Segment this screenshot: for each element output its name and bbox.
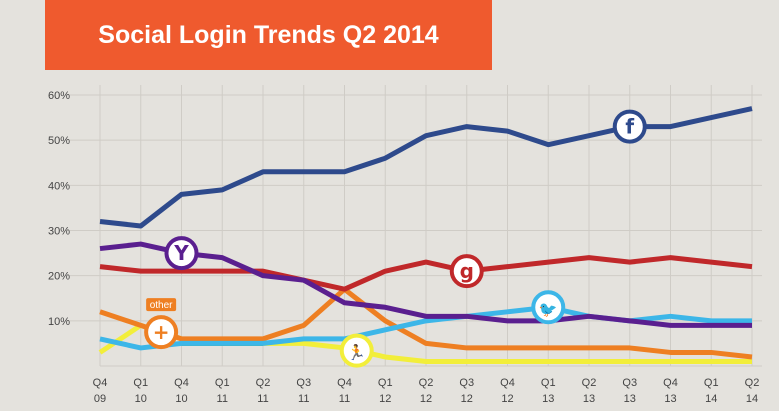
x-tick-label-year: 13 bbox=[664, 393, 676, 405]
x-tick-label-year: 12 bbox=[461, 393, 473, 405]
x-tick-label-quarter: Q2 bbox=[419, 377, 434, 389]
x-tick-label-year: 13 bbox=[624, 393, 636, 405]
series-line-other bbox=[99, 286, 753, 360]
aol-icon-glyph: 🏃 bbox=[347, 344, 366, 362]
x-tick-label-year: 14 bbox=[746, 393, 758, 405]
x-tick-label-quarter: Q1 bbox=[215, 377, 230, 389]
chart-title: Social Login Trends Q2 2014 bbox=[98, 20, 439, 49]
series-line-twitter bbox=[99, 304, 752, 351]
x-tick-label-year: 13 bbox=[583, 393, 595, 405]
x-tick-label-quarter: Q1 bbox=[133, 377, 148, 389]
y-tick-label: 10% bbox=[48, 316, 70, 328]
twitter-icon-glyph: 🐦 bbox=[539, 300, 558, 318]
x-tick-label-quarter: Q4 bbox=[500, 377, 515, 389]
x-tick-label-quarter: Q3 bbox=[296, 377, 311, 389]
y-tick-label: 20% bbox=[48, 271, 70, 283]
x-tick-label-quarter: Q1 bbox=[541, 377, 556, 389]
x-tick-label-year: 09 bbox=[94, 393, 106, 405]
x-tick-label-year: 13 bbox=[542, 393, 554, 405]
x-tick-label-year: 12 bbox=[420, 393, 432, 405]
x-tick-label-year: 12 bbox=[501, 393, 513, 405]
x-tick-label-year: 12 bbox=[379, 393, 391, 405]
x-tick-label-quarter: Q2 bbox=[745, 377, 760, 389]
yahoo-icon bbox=[164, 236, 199, 271]
yahoo-icon-glyph: Y bbox=[173, 241, 189, 265]
x-tick-label-quarter: Q1 bbox=[704, 377, 719, 389]
x-tick-label-year: 14 bbox=[705, 393, 717, 405]
other-label-box bbox=[146, 298, 177, 312]
x-tick-label-year: 11 bbox=[298, 393, 309, 405]
twitter-icon bbox=[531, 290, 566, 325]
x-tick-label-quarter: Q1 bbox=[378, 377, 393, 389]
x-tick-label-quarter: Q3 bbox=[622, 377, 637, 389]
other-icon-glyph: + bbox=[153, 320, 170, 344]
google-icon bbox=[449, 254, 484, 289]
y-tick-label: 60% bbox=[48, 90, 70, 102]
facebook-icon-glyph: f bbox=[625, 115, 634, 139]
other-label: other bbox=[150, 300, 173, 311]
aol-icon bbox=[339, 333, 374, 368]
x-tick-label-year: 11 bbox=[217, 393, 228, 405]
x-tick-label-quarter: Q2 bbox=[256, 377, 271, 389]
other-icon bbox=[144, 315, 179, 350]
x-tick-label-year: 11 bbox=[257, 393, 268, 405]
x-tick-label-quarter: Q4 bbox=[337, 377, 352, 389]
x-tick-label-quarter: Q4 bbox=[663, 377, 678, 389]
x-tick-label-year: 10 bbox=[175, 393, 187, 405]
google-icon-glyph: g bbox=[460, 259, 474, 283]
series-line-google bbox=[99, 255, 753, 292]
x-tick-label-quarter: Q4 bbox=[174, 377, 189, 389]
x-tick-label-quarter: Q3 bbox=[459, 377, 474, 389]
y-tick-label: 50% bbox=[48, 135, 70, 147]
y-tick-label: 30% bbox=[48, 226, 70, 238]
series-line-yahoo bbox=[99, 241, 752, 328]
facebook-icon bbox=[612, 109, 647, 144]
y-tick-label: 40% bbox=[48, 180, 70, 192]
x-tick-label-year: 11 bbox=[339, 393, 350, 405]
x-tick-label-year: 10 bbox=[135, 393, 147, 405]
x-tick-label-quarter: Q2 bbox=[582, 377, 597, 389]
x-tick-label-quarter: Q4 bbox=[93, 377, 108, 389]
title-banner: Social Login Trends Q2 2014 bbox=[45, 0, 492, 70]
